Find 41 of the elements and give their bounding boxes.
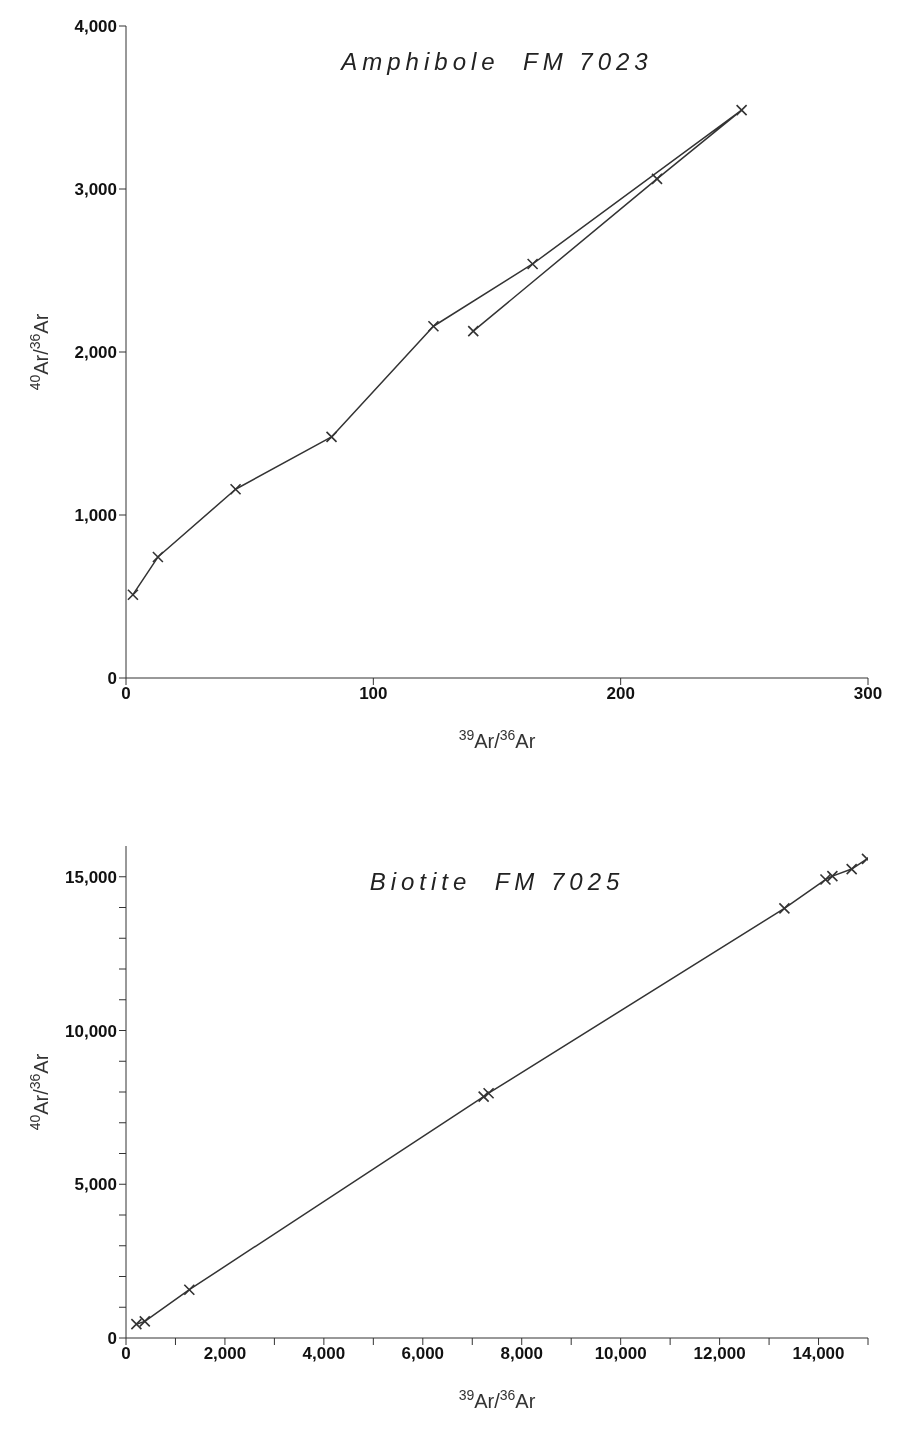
x-tick-label: 2,000	[203, 1344, 247, 1364]
point	[325, 431, 338, 443]
point	[152, 551, 164, 563]
point	[229, 483, 242, 496]
y-tick-label: 0	[107, 1329, 117, 1349]
point	[735, 104, 748, 116]
x-tick-label: 300	[853, 684, 883, 704]
point	[778, 902, 791, 915]
y-tick-label: 5,000	[74, 1175, 117, 1195]
point	[819, 873, 832, 886]
y-tick-label: 1,000	[74, 506, 117, 526]
x-tick-label: 200	[606, 684, 635, 704]
point	[477, 1090, 490, 1103]
point	[482, 1087, 495, 1100]
x-tick-label: 6,000	[401, 1344, 445, 1364]
y-tick-label: 10,000	[65, 1021, 117, 1041]
x-tick-label: 12,000	[693, 1344, 746, 1364]
point	[651, 173, 663, 185]
x-tick-label: 10,000	[594, 1344, 647, 1364]
y-tick-label: 0	[107, 669, 117, 689]
y-tick-label: 2,000	[74, 343, 117, 363]
text: Amphibole FM 7023	[339, 48, 654, 76]
x-tick-label: 8,000	[500, 1344, 544, 1364]
x-tick-label: 100	[359, 684, 388, 704]
point	[845, 863, 858, 875]
x-tick-label: 14,000	[792, 1344, 845, 1364]
point	[183, 1283, 196, 1296]
x-axis-title: $^{39}$Ar/$^{36}$Ar	[458, 727, 536, 752]
y-tick-label: 3,000	[74, 180, 117, 200]
text: Biotite FM 7025	[368, 868, 626, 896]
y-tick-label: 15,000	[65, 867, 117, 887]
x-tick-label: 0	[121, 1344, 131, 1364]
point	[467, 325, 480, 337]
x-tick-label: 0	[121, 684, 131, 704]
point	[127, 588, 139, 601]
point	[526, 258, 539, 270]
y-tick-label: 4,000	[74, 17, 117, 37]
point	[427, 320, 440, 333]
x-tick-label: 4,000	[302, 1344, 346, 1364]
x-axis-title: $^{39}$Ar/$^{36}$Ar	[458, 1387, 536, 1412]
point	[826, 870, 839, 882]
